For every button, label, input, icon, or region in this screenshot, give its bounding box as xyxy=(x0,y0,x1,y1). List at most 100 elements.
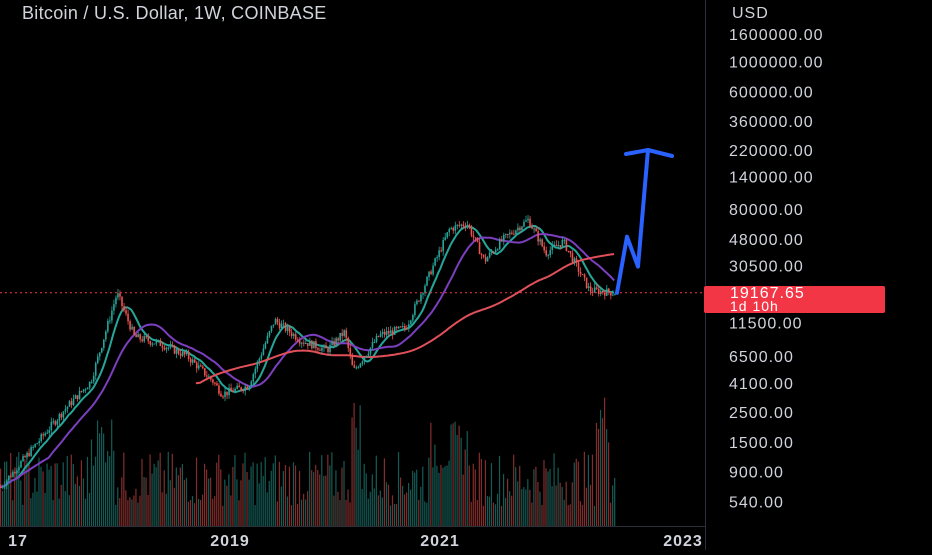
volume-bar xyxy=(502,474,505,526)
volume-bar xyxy=(319,474,321,526)
volume-bar xyxy=(82,478,85,526)
candle-body xyxy=(539,239,541,242)
volume-bar xyxy=(187,501,190,526)
candle-body xyxy=(527,218,529,221)
volume-bar xyxy=(446,465,448,526)
candle-body xyxy=(472,235,475,238)
candle-body xyxy=(507,233,509,235)
volume-bar xyxy=(573,462,575,526)
volume-bar xyxy=(365,473,367,526)
volume-bar xyxy=(389,505,392,526)
volume-bar xyxy=(4,461,6,526)
candle-body xyxy=(571,253,574,263)
volume-bar xyxy=(418,499,420,526)
volume-bar xyxy=(490,463,493,526)
volume-bar xyxy=(555,485,557,526)
volume-bar xyxy=(256,463,258,526)
volume-bar xyxy=(262,475,264,526)
candle-body xyxy=(175,349,178,354)
volume-bar xyxy=(86,456,89,526)
volume-bar xyxy=(399,477,402,526)
candle-body xyxy=(610,292,612,296)
volume-bar xyxy=(80,460,82,526)
candle-body xyxy=(16,470,18,474)
candle-body xyxy=(448,229,451,233)
volume-bar xyxy=(177,475,179,526)
volume-bar xyxy=(401,485,404,526)
candle-body xyxy=(529,218,531,227)
volume-bar xyxy=(424,501,426,526)
volume-bar xyxy=(230,495,232,526)
candle-body xyxy=(290,332,293,337)
volume-bar xyxy=(553,453,555,526)
candle-body xyxy=(585,277,588,289)
volume-bar xyxy=(476,500,478,526)
candle-body xyxy=(614,294,616,296)
candle-body xyxy=(226,391,228,396)
candle-body xyxy=(167,347,170,349)
volume-bar xyxy=(183,479,186,526)
volume-bar xyxy=(612,485,614,526)
volume-bar xyxy=(373,488,375,526)
volume-bar xyxy=(264,457,266,526)
volume-bar xyxy=(74,483,76,526)
volume-bar xyxy=(343,461,345,526)
candle-body xyxy=(612,294,614,296)
candle-body xyxy=(357,367,360,369)
volume-bar xyxy=(537,481,539,526)
candle-body xyxy=(276,319,279,323)
candle-body xyxy=(351,355,354,366)
candle-body xyxy=(545,250,547,256)
volume-bar xyxy=(426,502,428,526)
volume-bar xyxy=(527,479,529,526)
volume-bar xyxy=(587,454,590,526)
candle-body xyxy=(230,387,232,391)
candle-body xyxy=(256,361,259,369)
candle-body xyxy=(216,383,218,386)
candle-body xyxy=(123,306,125,311)
volume-bar xyxy=(76,476,78,526)
volume-bar xyxy=(533,469,535,526)
candle-body xyxy=(430,271,432,275)
volume-bar xyxy=(103,433,105,526)
candle-body xyxy=(135,334,137,338)
candle-body xyxy=(131,326,133,330)
price-tick-label: 4100.00 xyxy=(729,376,794,393)
price-tick-label: 140000.00 xyxy=(729,169,814,186)
time-axis-divider xyxy=(0,526,705,527)
volume-bar xyxy=(115,504,117,526)
candle-body xyxy=(40,434,42,442)
volume-bar xyxy=(167,451,169,526)
candle-body xyxy=(343,330,345,336)
candle-body xyxy=(294,334,297,340)
volume-bar xyxy=(270,470,272,526)
candle-body xyxy=(353,365,356,368)
candle-body xyxy=(8,475,10,481)
candle-body xyxy=(153,343,156,345)
candle-body xyxy=(553,244,556,246)
volume-bar xyxy=(351,417,353,526)
candle-body xyxy=(171,345,174,347)
candle-body xyxy=(535,228,537,232)
candle-body xyxy=(424,285,426,294)
candle-body xyxy=(393,327,396,335)
volume-bar xyxy=(349,502,351,526)
candle-body xyxy=(149,341,152,345)
volume-bar xyxy=(511,495,513,526)
volume-bar xyxy=(244,452,246,526)
volume-bar xyxy=(484,460,486,526)
volume-bar xyxy=(551,486,553,526)
candle-body xyxy=(561,239,564,247)
volume-bar xyxy=(393,503,396,526)
volume-bar xyxy=(614,477,616,526)
candle-body xyxy=(238,385,240,388)
price-tick-label: 900.00 xyxy=(729,465,784,482)
candle-body xyxy=(78,390,81,400)
candle-body xyxy=(222,396,224,398)
candle-body xyxy=(420,294,422,302)
volume-bar xyxy=(581,504,583,526)
volume-bar xyxy=(26,455,28,526)
time-tick-label: 2019 xyxy=(210,533,250,550)
